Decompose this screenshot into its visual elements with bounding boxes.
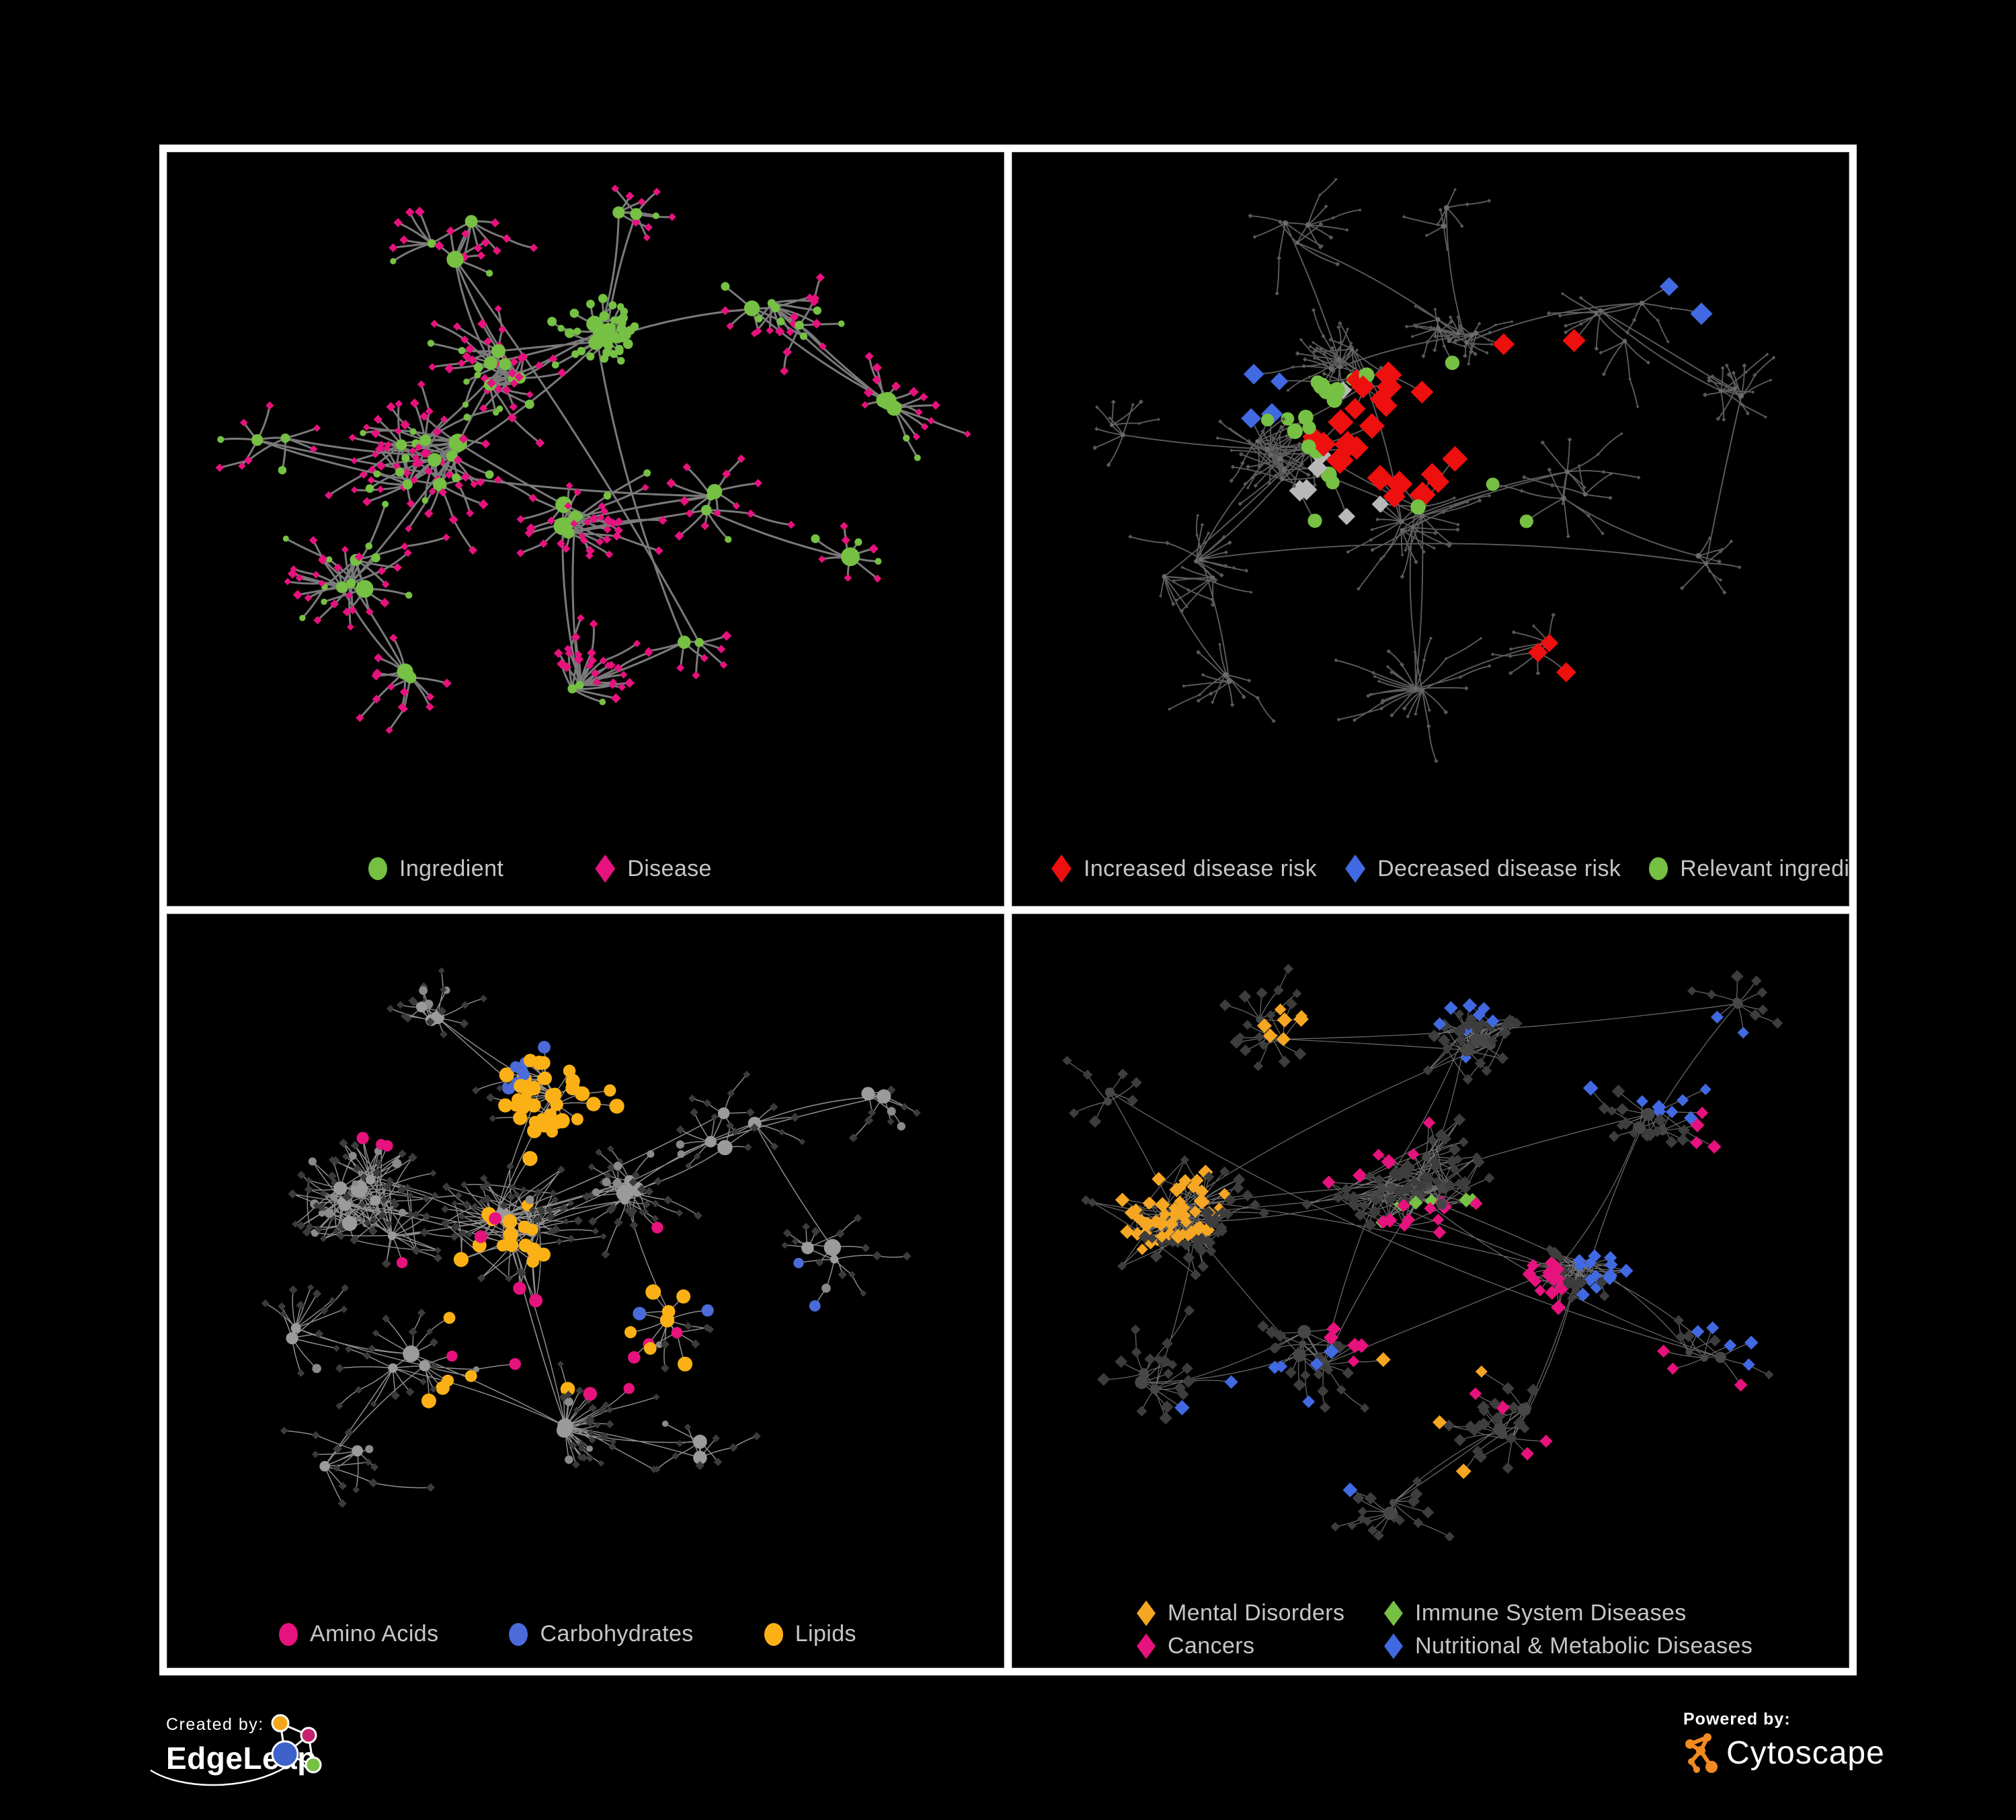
cytoscape-branding: Powered by: Cytoscape: [1683, 1710, 1885, 1774]
legend-label-relevant-ingredient: Relevant ingredient: [1680, 855, 1849, 881]
legend-marker-disease-diamond-icon: [595, 855, 616, 883]
legend-marker-relevant-ingredient-circle-icon: [1649, 857, 1668, 880]
legend-item-mental-disorders: Mental Disorders: [1137, 1600, 1384, 1626]
legend-label-ingredient: Ingredient: [399, 855, 504, 881]
legend-item-immune-system-diseases: Immune System Diseases: [1384, 1600, 1752, 1626]
legend-item-increased-disease-risk: Increased disease risk: [1051, 855, 1317, 883]
powered-by-label: Powered by:: [1683, 1710, 1791, 1729]
legend-label-nutritional-metabolic-diseases: Nutritional & Metabolic Diseases: [1415, 1633, 1753, 1659]
legend-marker-decreased-disease-risk-diamond-icon: [1345, 855, 1366, 883]
legend-label-carbohydrates: Carbohydrates: [540, 1621, 694, 1647]
legend-label-lipids: Lipids: [795, 1621, 856, 1647]
cytoscape-logo-icon: [1685, 1733, 1718, 1773]
edgeleap-wordmark: EdgeLeap: [166, 1741, 317, 1776]
network-canvas-nutrient-class-network: [261, 967, 921, 1508]
legend-marker-increased-disease-risk-diamond-icon: [1051, 855, 1072, 883]
created-by-label: Created by:: [166, 1715, 264, 1734]
legend-marker-ingredient-circle-icon: [368, 857, 387, 880]
panel-disease-classes: Mental Disorders Immune System Diseases Ca…: [1012, 914, 1849, 1668]
four-panel-grid: Ingredient Disease Increased disease risk…: [159, 145, 1857, 1675]
legend-label-decreased-disease-risk: Decreased disease risk: [1377, 855, 1621, 881]
legend-label-mental-disorders: Mental Disorders: [1168, 1600, 1345, 1626]
legend-item-cancers: Cancers: [1137, 1633, 1384, 1659]
legend-marker-nutritional-metabolic-diseases-diamond-icon: [1384, 1633, 1403, 1659]
legend-marker-lipids-circle-icon: [764, 1622, 783, 1646]
legend-marker-carbohydrates-circle-icon: [509, 1622, 528, 1646]
legend-item-lipids: Lipids: [764, 1621, 856, 1647]
legend-marker-immune-system-diseases-diamond-icon: [1384, 1600, 1403, 1626]
legend-disease-risk-network: Increased disease risk Decreased disease …: [1051, 855, 1849, 883]
legend-nutrient-class-network: Amino Acids Carbohydrates Lipids: [279, 1621, 856, 1647]
legend-label-cancers: Cancers: [1168, 1633, 1255, 1659]
panel-nutrient-classes: Amino Acids Carbohydrates Lipids: [167, 914, 1004, 1668]
legend-item-carbohydrates: Carbohydrates: [509, 1621, 693, 1647]
legend-item-nutritional-metabolic-diseases: Nutritional & Metabolic Diseases: [1384, 1633, 1752, 1659]
panel-disease-risk: Increased disease risk Decreased disease …: [1012, 152, 1849, 906]
network-canvas-disease-class-network: [1062, 963, 1783, 1542]
legend-item-decreased-disease-risk: Decreased disease risk: [1345, 855, 1621, 883]
legend-disease-class-network: Mental Disorders Immune System Diseases Ca…: [1137, 1600, 1752, 1659]
legend-item-ingredient: Ingredient: [368, 856, 503, 882]
legend-item-relevant-ingredient: Relevant ingredient: [1649, 856, 1849, 882]
legend-item-disease: Disease: [595, 855, 712, 883]
panel-ingredient-disease: Ingredient Disease: [167, 152, 1004, 906]
legend-item-amino-acids: Amino Acids: [279, 1621, 438, 1647]
legend-marker-amino-acids-circle-icon: [279, 1622, 298, 1646]
legend-label-increased-disease-risk: Increased disease risk: [1084, 855, 1318, 881]
legend-label-disease: Disease: [627, 855, 712, 881]
legend-marker-mental-disorders-diamond-icon: [1137, 1600, 1156, 1626]
legend-marker-cancers-diamond-icon: [1137, 1633, 1156, 1659]
legend-label-immune-system-diseases: Immune System Diseases: [1415, 1600, 1687, 1626]
network-canvas-disease-risk-network: [1092, 177, 1776, 764]
legend-label-amino-acids: Amino Acids: [310, 1621, 439, 1647]
edgeleap-branding: Created by: EdgeLeap: [150, 1714, 322, 1786]
cytoscape-wordmark: Cytoscape: [1726, 1735, 1885, 1771]
legend-ingredient-disease-network: Ingredient Disease: [368, 855, 712, 883]
network-canvas-ingredient-disease-network: [215, 184, 971, 734]
